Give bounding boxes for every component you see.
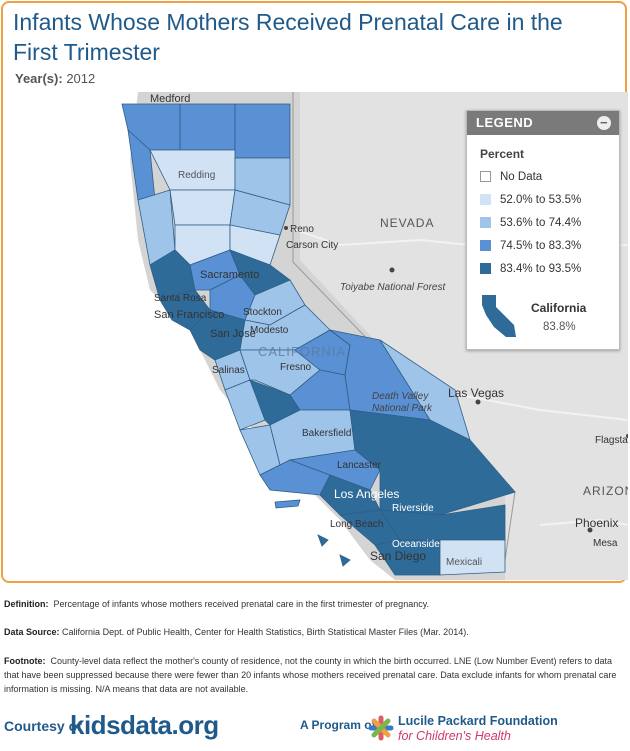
- city-dots: [284, 226, 628, 533]
- label-death-valley: Death Valley: [372, 391, 429, 402]
- label-mexicali: Mexicali: [446, 557, 482, 568]
- label-nevada: NEVADA: [380, 216, 434, 230]
- definition-note: Definition: Percentage of infants whose …: [4, 597, 624, 611]
- map-view[interactable]: Medford Redding NEVADA Reno Carson City …: [116, 92, 628, 580]
- label-san-jose: San Jose: [210, 328, 256, 340]
- label-redding: Redding: [178, 170, 215, 181]
- legend-swatch: [480, 240, 491, 251]
- legend-item-label: 83.4% to 93.5%: [500, 263, 582, 275]
- legend-item-bin3: 74.5% to 83.3%: [480, 240, 581, 254]
- county-san-clemente[interactable]: [339, 554, 351, 567]
- label-salinas: Salinas: [212, 365, 245, 376]
- legend-swatch: [480, 171, 491, 182]
- legend-item-bin4: 83.4% to 93.5%: [480, 263, 581, 277]
- city-dot-las-vegas: [475, 399, 481, 405]
- label-phoenix: Phoenix: [575, 516, 618, 530]
- label-sacramento: Sacramento: [200, 269, 259, 281]
- page-title: Infants Whose Mothers Received Prenatal …: [13, 9, 563, 65]
- legend-swatch: [480, 194, 491, 205]
- foundation-tagline[interactable]: for Children's Health: [398, 729, 511, 743]
- county-layer[interactable]: [121, 103, 516, 576]
- legend-item-bin2: 53.6% to 74.4%: [480, 217, 581, 231]
- legend-item-label: 74.5% to 83.3%: [500, 240, 582, 252]
- label-medford: Medford: [150, 93, 190, 105]
- kidsdata-logo[interactable]: kidsdata.org: [70, 710, 219, 740]
- county-channel-islands[interactable]: [274, 499, 301, 509]
- legend-subtitle: Percent: [480, 147, 525, 161]
- legend-item-label: 52.0% to 53.5%: [500, 194, 582, 206]
- legend-state-value: 83.8%: [543, 321, 576, 333]
- legend-panel: LEGEND − Percent No Data 52.0% to 53.5% …: [466, 110, 620, 350]
- year-value: 2012: [66, 71, 96, 86]
- legend-swatch: [480, 217, 491, 228]
- source-text: California Dept. of Public Health, Cente…: [62, 627, 469, 637]
- footer: Courtesy of kidsdata.org A Program of Lu…: [0, 706, 630, 751]
- city-dot-phoenix: [587, 527, 593, 533]
- label-riverside: Riverside: [392, 503, 434, 514]
- footnote-note: Footnote: County-level data reflect the …: [4, 654, 624, 696]
- map-labels: Medford Redding NEVADA Reno Carson City …: [150, 93, 628, 568]
- california-state-icon: [482, 295, 516, 337]
- county-modoc[interactable]: [234, 103, 291, 159]
- county-catalina[interactable]: [317, 534, 329, 547]
- label-arizona: ARIZON: [583, 484, 628, 498]
- year-label: Year(s):: [15, 71, 63, 86]
- label-fresno: Fresno: [280, 362, 312, 373]
- county-tehama[interactable]: [169, 189, 236, 226]
- label-modesto: Modesto: [250, 325, 289, 336]
- source-note: Data Source: California Dept. of Public …: [4, 625, 624, 639]
- city-dot-reno: [284, 226, 288, 230]
- county-imperial[interactable]: [439, 539, 506, 576]
- label-oceanside: Oceanside: [392, 539, 440, 550]
- label-reno: Reno: [290, 224, 314, 235]
- city-dot-toiyabe: [389, 267, 395, 273]
- county-siskiyou[interactable]: [179, 103, 236, 151]
- label-long-beach: Long Beach: [330, 519, 383, 530]
- legend-item-bin1: 52.0% to 53.5%: [480, 194, 581, 208]
- legend-item-no-data: No Data: [480, 171, 542, 185]
- source-label: Data Source:: [4, 627, 60, 637]
- label-mesa: Mesa: [593, 538, 618, 549]
- map-canvas[interactable]: Medford Redding NEVADA Reno Carson City …: [116, 92, 628, 580]
- definition-label: Definition:: [4, 599, 49, 609]
- legend-state-name: California: [531, 301, 587, 315]
- city-dot-flagstaff: [626, 434, 628, 438]
- program-label: A Program of: [300, 718, 376, 732]
- label-santa-rosa: Santa Rosa: [154, 293, 207, 304]
- label-las-vegas: Las Vegas: [448, 386, 504, 400]
- road: [539, 518, 628, 526]
- label-san-francisco: San Francisco: [154, 309, 224, 321]
- legend-header: LEGEND −: [467, 111, 619, 135]
- year-selector: Year(s): 2012: [15, 71, 95, 86]
- foundation-name[interactable]: Lucile Packard Foundation: [398, 714, 558, 728]
- label-stockton: Stockton: [243, 307, 282, 318]
- label-bakersfield: Bakersfield: [302, 428, 351, 439]
- california-shape: [482, 295, 516, 337]
- legend-title: LEGEND: [476, 115, 534, 130]
- road: [459, 394, 628, 421]
- label-flagstaff: Flagstaff: [595, 435, 628, 446]
- legend-item-label: No Data: [500, 171, 543, 183]
- legend-item-label: 53.6% to 74.4%: [500, 217, 582, 229]
- label-los-angeles: Los Angeles: [334, 487, 399, 501]
- legend-swatch: [480, 263, 491, 274]
- definition-text: Percentage of infants whose mothers rece…: [53, 599, 430, 609]
- label-toiyabe: Toiyabe National Forest: [340, 282, 446, 293]
- label-carson-city: Carson City: [286, 240, 338, 251]
- label-national-park: National Park: [372, 403, 433, 414]
- courtesy-label: Courtesy of: [4, 718, 82, 734]
- collapse-icon[interactable]: −: [597, 116, 611, 130]
- label-california: CALIFORNIA: [258, 344, 346, 359]
- county-los-angeles-north[interactable]: [288, 449, 381, 491]
- label-san-diego: San Diego: [370, 549, 426, 563]
- footnote-text: County-level data reflect the mother's c…: [4, 656, 617, 694]
- ocean: [116, 92, 395, 580]
- label-lancaster: Lancaster: [337, 460, 382, 471]
- footnote-label: Footnote:: [4, 656, 46, 666]
- foundation-logo-icon: [368, 715, 394, 741]
